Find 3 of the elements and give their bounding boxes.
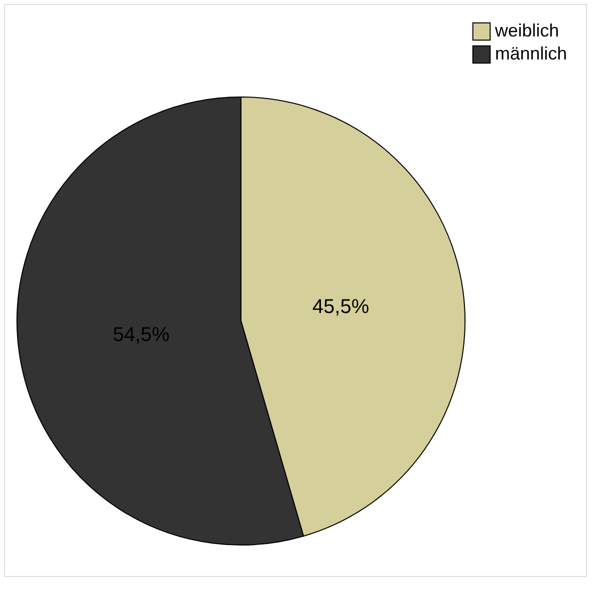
data-label: 45,5% <box>312 296 370 318</box>
legend-label: weiblich <box>494 20 560 40</box>
legend-label: männlich <box>495 44 568 64</box>
